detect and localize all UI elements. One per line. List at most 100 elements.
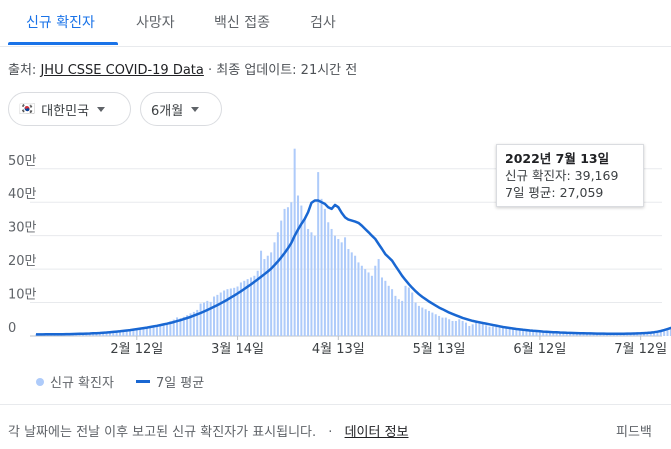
region-label: 대한민국 [41, 103, 90, 119]
korea-flag-icon: 🇰🇷 [19, 101, 36, 117]
daily-case-bar [478, 320, 481, 336]
daily-case-bar [196, 309, 199, 336]
daily-case-bar [552, 332, 555, 336]
daily-case-bar [394, 295, 397, 336]
cases-chart[interactable]: 0 10만 20만 30만 40만 50만 2월 12일 3월 14일 4월 13일 5월 13… [0, 0, 671, 380]
daily-case-bar [350, 252, 353, 336]
daily-case-bar [337, 239, 340, 336]
y-tick-label: 10만 [8, 288, 37, 303]
daily-case-bar [320, 198, 323, 336]
daily-case-bar [209, 301, 212, 336]
daily-case-bar [340, 242, 343, 336]
daily-case-bar [290, 202, 293, 336]
daily-case-bar [421, 307, 424, 336]
daily-case-bar [88, 333, 91, 336]
daily-case-bar [636, 333, 639, 336]
daily-case-bar [669, 329, 671, 336]
daily-case-bar [149, 326, 152, 336]
daily-case-bar [364, 269, 367, 336]
daily-case-bar [481, 323, 484, 336]
daily-case-bar [417, 305, 420, 336]
daily-case-bar [192, 311, 195, 336]
active-tab-indicator [8, 42, 118, 45]
daily-case-bar [632, 333, 635, 336]
daily-case-bar [179, 318, 182, 336]
tab-testing[interactable]: 검사 [310, 15, 336, 31]
daily-case-bar [122, 330, 125, 336]
daily-case-bar [468, 325, 471, 336]
x-tick-label: 7월 12일 [614, 342, 667, 357]
daily-case-bar [511, 328, 515, 336]
daily-case-bar [152, 326, 155, 336]
daily-case-bar [145, 326, 148, 336]
footnote-separator: · [328, 425, 333, 440]
x-tick-label: 6월 12일 [513, 342, 566, 357]
daily-case-bar [223, 290, 226, 336]
daily-case-bar [471, 324, 474, 336]
daily-case-bar [92, 333, 95, 336]
y-tick-label: 50만 [8, 154, 37, 169]
daily-case-bar [642, 333, 646, 336]
daily-case-bar [569, 332, 572, 336]
daily-case-bar [135, 328, 138, 336]
daily-case-bar [663, 331, 666, 336]
daily-case-bar [464, 322, 467, 336]
daily-case-bar [115, 331, 118, 336]
daily-case-bar [407, 287, 410, 336]
update-info: · 최종 업데이트: 21시간 전 [208, 63, 358, 78]
daily-case-bar [82, 333, 85, 336]
daily-case-bar [85, 333, 88, 336]
y-tick-label: 0 [8, 321, 16, 336]
daily-case-bar [108, 332, 111, 336]
line-legend-swatch [135, 380, 150, 383]
region-dropdown[interactable]: 🇰🇷 대한민국 [8, 92, 131, 126]
daily-case-bar [666, 330, 669, 336]
daily-case-bar [656, 332, 659, 336]
daily-case-bar [132, 329, 135, 336]
daily-case-bar [508, 328, 511, 336]
daily-case-bar [307, 228, 310, 336]
daily-case-bar [582, 333, 585, 336]
daily-case-bar [283, 208, 286, 336]
daily-case-bar [317, 172, 320, 336]
daily-case-bar [226, 289, 229, 336]
feedback-link[interactable]: 피드백 [616, 425, 652, 440]
daily-case-bar [653, 332, 656, 336]
daily-case-bar [78, 334, 81, 336]
daily-case-bar [162, 323, 165, 336]
daily-case-bar [380, 277, 383, 336]
daily-case-bar [206, 300, 209, 336]
source-link[interactable]: JHU CSSE COVID-19 Data [40, 63, 204, 78]
daily-case-bar [545, 331, 548, 336]
data-info-link[interactable]: 데이터 정보 [344, 425, 409, 440]
daily-case-bar [559, 332, 562, 336]
daily-case-bar [280, 220, 283, 336]
daily-case-bar [347, 249, 350, 336]
daily-case-bar [542, 331, 545, 336]
daily-case-bar [589, 333, 592, 336]
tab-deaths[interactable]: 사망자 [136, 15, 175, 31]
daily-case-bar [256, 270, 259, 336]
tab-new-cases[interactable]: 신규 확진자 [26, 15, 95, 31]
tab-vaccination[interactable]: 백신 접종 [214, 15, 270, 31]
daily-case-bar [525, 330, 528, 336]
daily-case-bar [475, 322, 478, 336]
daily-case-bar [129, 329, 132, 336]
daily-case-bar [646, 333, 649, 336]
period-dropdown[interactable]: 6개월 [140, 92, 222, 126]
daily-case-bar [575, 333, 578, 336]
bar-legend-label: 신규 확진자 [50, 376, 114, 391]
daily-case-bar [236, 286, 239, 336]
daily-case-bar [155, 325, 158, 336]
daily-case-bar [360, 265, 363, 336]
tab-bar: 신규 확진자 사망자 백신 접종 검사 [0, 0, 671, 47]
tooltip-cases: 신규 확진자: 39,169 [505, 168, 619, 183]
daily-case-bar [354, 255, 357, 336]
daily-case-bar [243, 280, 246, 336]
daily-case-bar [562, 332, 565, 336]
daily-case-bar [458, 319, 461, 336]
daily-case-bar [397, 299, 400, 336]
daily-case-bar [535, 331, 538, 336]
daily-case-bar [176, 317, 179, 336]
daily-case-bar [495, 326, 498, 336]
